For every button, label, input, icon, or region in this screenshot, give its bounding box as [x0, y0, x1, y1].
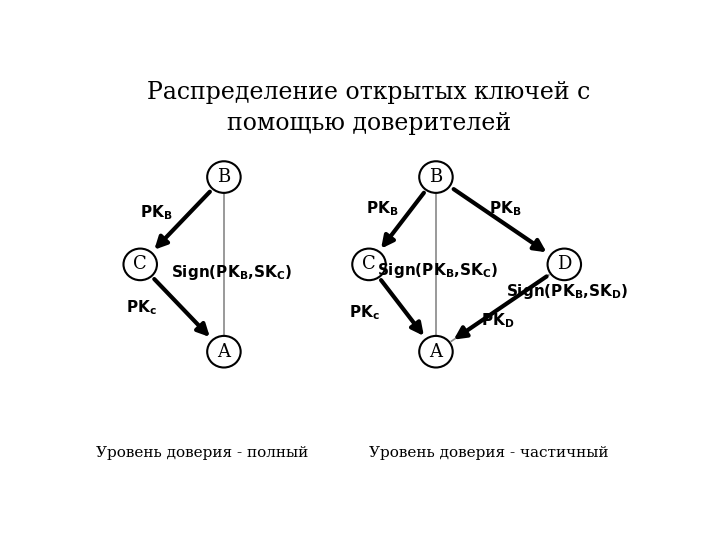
Ellipse shape — [547, 248, 581, 280]
Text: PK$_{\mathbf{c}}$: PK$_{\mathbf{c}}$ — [126, 299, 157, 318]
Text: B: B — [429, 168, 443, 186]
Ellipse shape — [352, 248, 386, 280]
Text: Распределение открытых ключей с
помощью доверителей: Распределение открытых ключей с помощью … — [148, 82, 590, 134]
Text: A: A — [429, 343, 443, 361]
Text: B: B — [217, 168, 230, 186]
Text: Sign(PK$_{\mathbf{B}}$,SK$_{\mathbf{C}}$): Sign(PK$_{\mathbf{B}}$,SK$_{\mathbf{C}}$… — [171, 263, 292, 282]
Ellipse shape — [207, 336, 240, 368]
Text: Уровень доверия - частичный: Уровень доверия - частичный — [369, 446, 608, 460]
Text: D: D — [557, 255, 572, 273]
Text: PK$_{\mathbf{B}}$: PK$_{\mathbf{B}}$ — [140, 203, 173, 222]
Ellipse shape — [124, 248, 157, 280]
Text: PK$_{\mathbf{B}}$: PK$_{\mathbf{B}}$ — [366, 199, 399, 218]
Text: Sign(PK$_{\mathbf{B}}$,SK$_{\mathbf{D}}$): Sign(PK$_{\mathbf{B}}$,SK$_{\mathbf{D}}$… — [505, 282, 628, 301]
Text: C: C — [133, 255, 147, 273]
Ellipse shape — [419, 336, 453, 368]
Text: C: C — [362, 255, 376, 273]
Text: PK$_{\mathbf{B}}$: PK$_{\mathbf{B}}$ — [489, 199, 521, 218]
Text: PK$_{\mathbf{c}}$: PK$_{\mathbf{c}}$ — [349, 303, 380, 321]
Ellipse shape — [207, 161, 240, 193]
Text: PK$_{\mathbf{D}}$: PK$_{\mathbf{D}}$ — [481, 311, 514, 330]
Text: Уровень доверия - полный: Уровень доверия - полный — [96, 446, 308, 460]
Ellipse shape — [419, 161, 453, 193]
Text: Sign(PK$_{\mathbf{B}}$,SK$_{\mathbf{C}}$): Sign(PK$_{\mathbf{B}}$,SK$_{\mathbf{C}}$… — [377, 261, 499, 280]
Text: A: A — [217, 343, 230, 361]
